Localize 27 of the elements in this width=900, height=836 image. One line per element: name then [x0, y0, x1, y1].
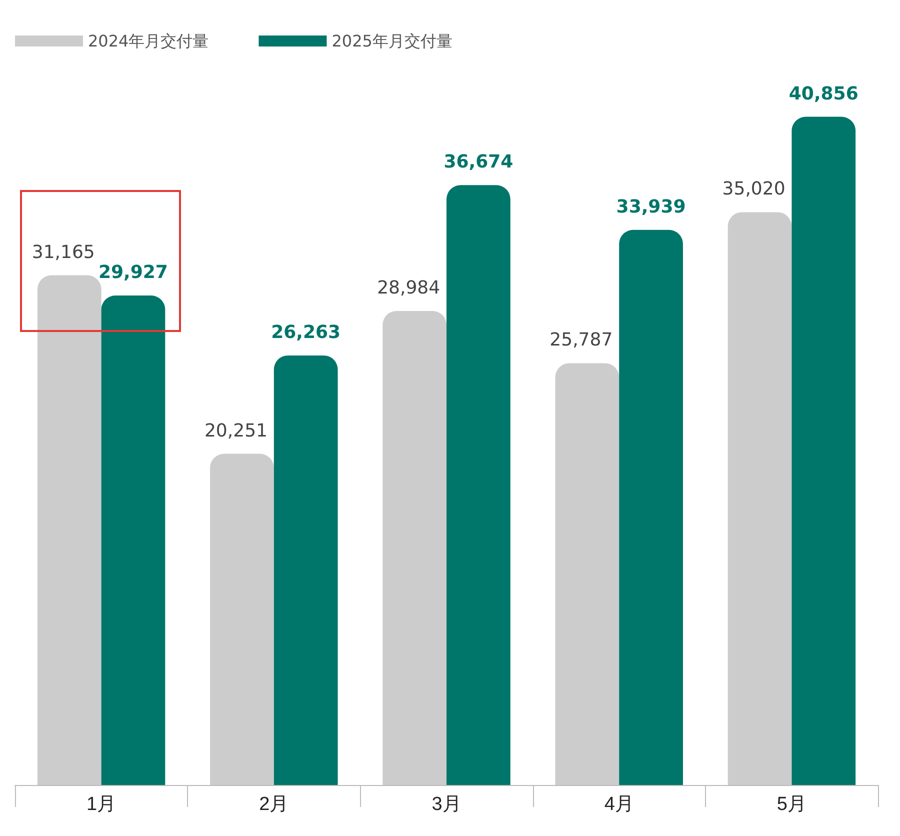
data-label: 26,263: [271, 322, 341, 343]
data-label: 28,984: [377, 277, 440, 298]
data-label: 40,856: [788, 83, 858, 104]
x-tick-label: 2月: [259, 794, 289, 815]
legend-label: 2024年月交付量: [88, 32, 209, 50]
x-tick-label: 5月: [776, 794, 806, 815]
data-label: 25,787: [550, 330, 613, 351]
bar: [101, 296, 166, 785]
data-label: 33,939: [616, 196, 686, 218]
bar: [274, 355, 338, 785]
x-tick-label: 3月: [432, 794, 462, 815]
bar: [619, 230, 683, 785]
legend-label: 2025年月交付量: [332, 32, 452, 50]
bar: [446, 185, 510, 785]
x-tick-label: 4月: [604, 794, 634, 815]
bar: [37, 275, 102, 785]
data-label: 35,020: [722, 178, 786, 200]
data-label: 20,251: [204, 420, 268, 442]
data-label: 31,165: [32, 242, 95, 263]
bar: [382, 310, 446, 785]
bar: [555, 363, 620, 785]
x-tick-label: 1月: [86, 794, 116, 815]
data-label: 29,927: [98, 262, 168, 284]
data-label: 36,674: [444, 152, 514, 173]
bar: [728, 212, 792, 785]
bar: [792, 116, 856, 785]
bar: [210, 454, 274, 785]
